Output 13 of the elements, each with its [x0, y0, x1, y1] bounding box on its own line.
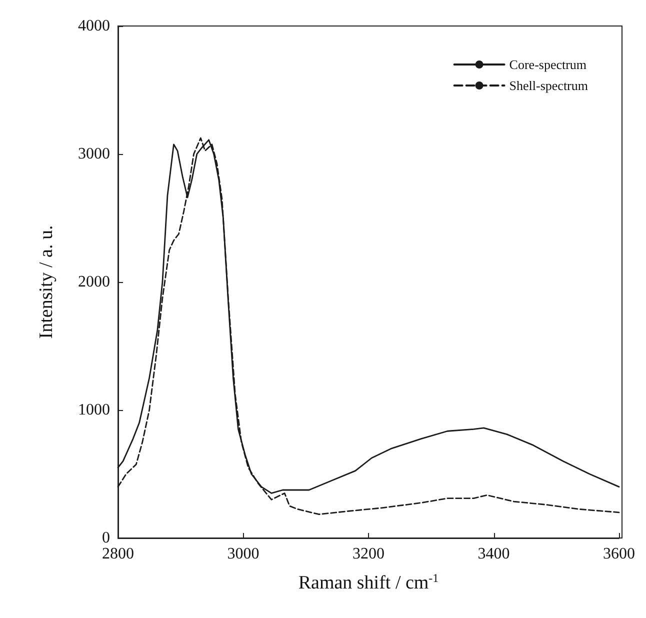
x-tick-label: 3000: [227, 546, 260, 562]
legend-label: Core-spectrum: [509, 57, 587, 72]
legend-label: Shell-spectrum: [509, 78, 588, 93]
y-tick-label: 0: [102, 530, 110, 546]
y-tick-label: 4000: [78, 18, 110, 34]
y-tick-label: 2000: [78, 274, 110, 290]
x-tick-label: 2800: [102, 546, 134, 562]
y-axis-title: Intensity / a. u.: [36, 225, 57, 339]
x-tick-label: 3400: [478, 546, 510, 562]
y-tick-label: 1000: [78, 402, 110, 418]
x-tick-label: 3600: [603, 546, 635, 562]
y-tick-label: 3000: [78, 146, 110, 162]
x-tick-label: 3200: [352, 546, 384, 562]
